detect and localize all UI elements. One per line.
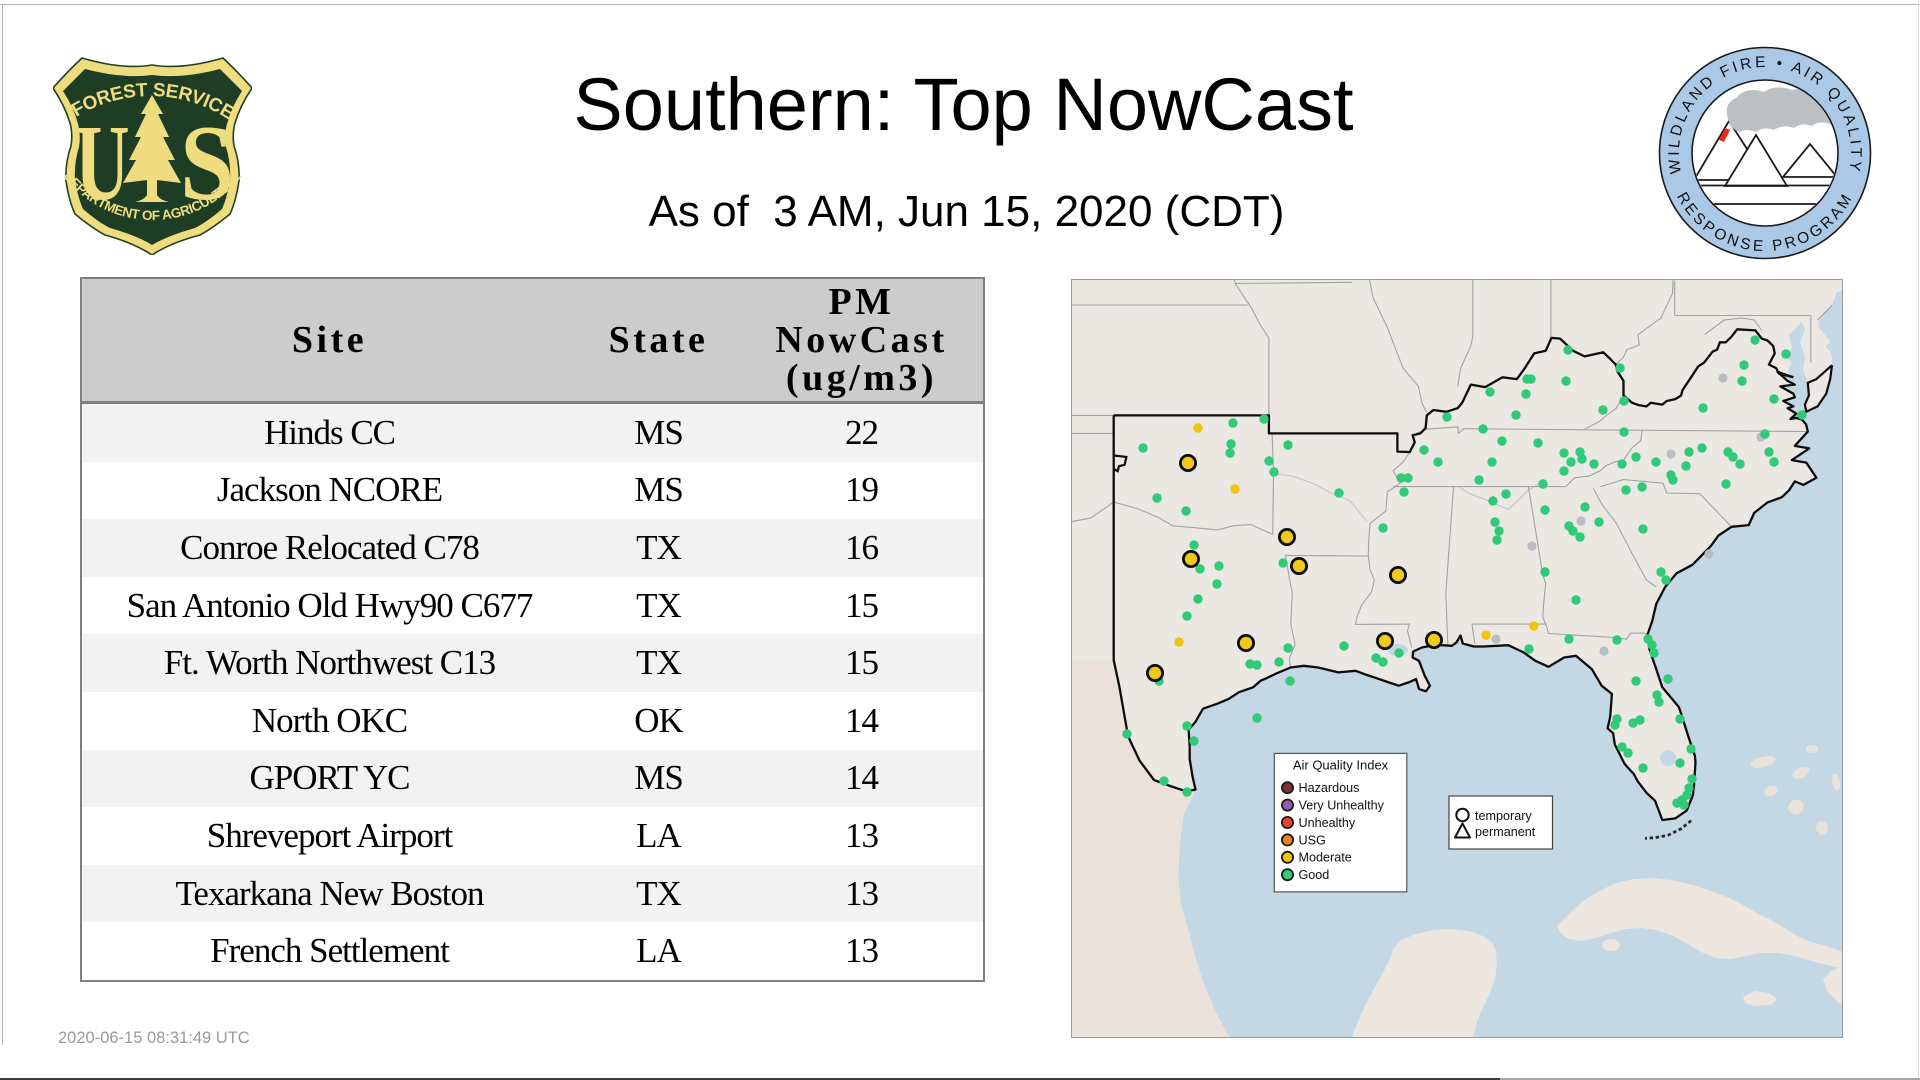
svg-text:Good: Good — [1299, 868, 1330, 882]
svg-text:temporary: temporary — [1475, 809, 1532, 823]
svg-text:permanent: permanent — [1475, 825, 1536, 839]
svg-text:U: U — [75, 104, 130, 223]
svg-text:Moderate: Moderate — [1299, 851, 1352, 865]
svg-text:Hazardous: Hazardous — [1299, 781, 1360, 795]
svg-text:Unhealthy: Unhealthy — [1299, 816, 1356, 830]
svg-text:S: S — [180, 103, 234, 223]
svg-text:Very Unhealthy: Very Unhealthy — [1299, 799, 1385, 813]
svg-text:Air Quality Index: Air Quality Index — [1293, 758, 1389, 773]
svg-text:USG: USG — [1299, 833, 1326, 847]
